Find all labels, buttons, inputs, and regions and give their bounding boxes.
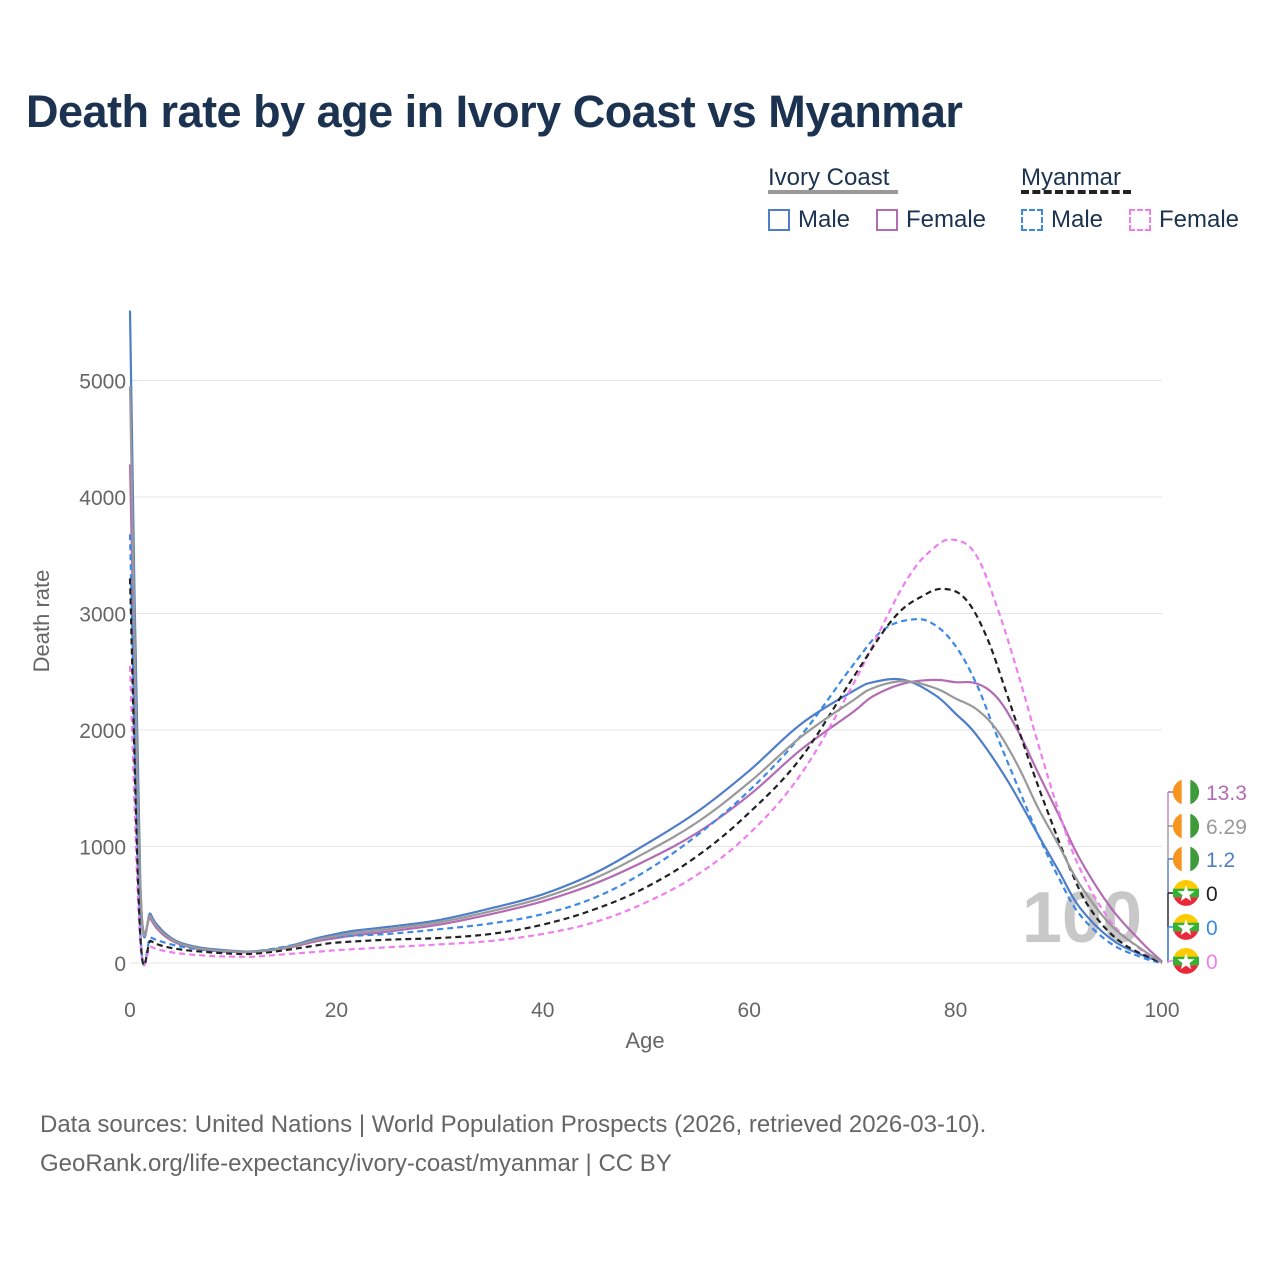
end-value-label: 0 bbox=[1206, 917, 1218, 940]
ivory-coast-flag-icon bbox=[1172, 846, 1182, 872]
ivory-coast-flag-icon bbox=[1190, 779, 1200, 805]
series-line-myanmar-male bbox=[128, 534, 1163, 966]
y-tick-label: 2000 bbox=[79, 720, 126, 743]
end-value-label: 0 bbox=[1206, 883, 1218, 906]
x-tick-label: 40 bbox=[531, 999, 554, 1022]
y-tick-label: 5000 bbox=[79, 371, 126, 394]
x-tick-label: 20 bbox=[325, 999, 348, 1022]
x-tick-label: 80 bbox=[944, 999, 967, 1022]
x-tick-label: 0 bbox=[124, 999, 136, 1022]
series-lines bbox=[128, 310, 1163, 967]
ivory-coast-flag-icon bbox=[1190, 813, 1200, 839]
end-markers: 13.3 6.29 1.2 0 0 0 bbox=[1167, 779, 1247, 974]
series-line-myanmar-total bbox=[128, 578, 1163, 967]
series-line-myanmar-female bbox=[128, 538, 1163, 967]
myanmar-flag-icon bbox=[1177, 953, 1195, 970]
series-line-ivory-coast-female bbox=[128, 464, 1163, 963]
end-value-label: 13.3 bbox=[1206, 782, 1247, 805]
gridlines bbox=[130, 380, 1162, 964]
myanmar-flag-icon bbox=[1173, 897, 1199, 906]
end-value-label: 0 bbox=[1206, 951, 1218, 974]
myanmar-flag-icon bbox=[1173, 931, 1199, 940]
x-axis-label: Age bbox=[625, 1028, 664, 1053]
series-line-ivory-coast-total bbox=[128, 386, 1163, 964]
y-tick-label: 3000 bbox=[79, 604, 126, 627]
y-axis-ticks: 0 1000 2000 3000 4000 5000 bbox=[79, 371, 126, 977]
series-line-ivory-coast-male bbox=[128, 310, 1163, 963]
footer-sources: Data sources: United Nations | World Pop… bbox=[40, 1111, 987, 1138]
x-axis-ticks: 0 20 40 60 80 100 bbox=[124, 999, 1179, 1022]
footer: Data sources: United Nations | World Pop… bbox=[40, 1105, 986, 1183]
end-value-label: 1.2 bbox=[1206, 849, 1235, 872]
footer-link[interactable]: GeoRank.org/life-expectancy/ivory-coast/… bbox=[40, 1150, 672, 1177]
x-tick-label: 60 bbox=[738, 999, 761, 1022]
ivory-coast-flag-icon bbox=[1190, 846, 1200, 872]
myanmar-flag-icon bbox=[1173, 965, 1199, 974]
y-tick-label: 1000 bbox=[79, 837, 126, 860]
x-tick-label: 100 bbox=[1144, 999, 1179, 1022]
end-value-label: 6.29 bbox=[1206, 816, 1247, 839]
myanmar-flag-icon bbox=[1177, 885, 1195, 902]
ivory-coast-flag-icon bbox=[1172, 813, 1182, 839]
ivory-coast-flag-icon bbox=[1172, 779, 1182, 805]
y-tick-label: 4000 bbox=[79, 487, 126, 510]
myanmar-flag-icon bbox=[1177, 919, 1195, 936]
chart-title: Death rate by age in Ivory Coast vs Myan… bbox=[26, 86, 963, 137]
y-axis-label: Death rate bbox=[29, 570, 54, 673]
y-tick-label: 0 bbox=[114, 953, 126, 976]
